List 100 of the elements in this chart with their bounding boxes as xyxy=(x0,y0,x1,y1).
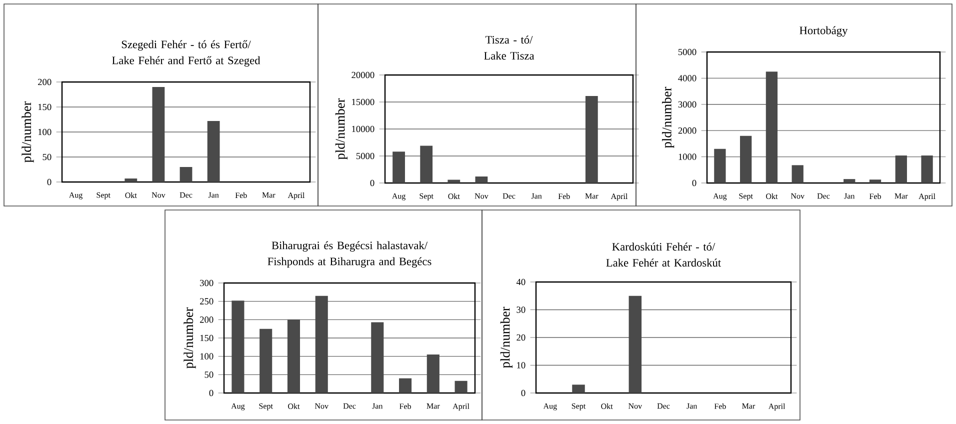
bar xyxy=(124,178,138,182)
y-tick-label: 1000 xyxy=(678,154,696,160)
y-tick-label: 300 xyxy=(200,280,214,286)
chart-title: Szegedi Fehér - tó és Fertő/ Lake Fehér and Fertő at Szeged xyxy=(112,40,260,67)
bar xyxy=(869,180,882,183)
y-tick-label: 150 xyxy=(200,334,214,342)
x-tick-label: Feb xyxy=(558,193,570,200)
y-tick-label: 250 xyxy=(200,298,214,304)
x-tick-label: Jan xyxy=(208,192,219,198)
x-tick-label: April xyxy=(918,193,936,201)
x-tick-label: Aug xyxy=(68,192,83,200)
x-tick-label: April xyxy=(610,193,628,201)
bar xyxy=(399,378,412,393)
y-tick-label: 30 xyxy=(516,306,526,313)
x-tick-label: April xyxy=(768,403,786,411)
x-tick-label: Dec xyxy=(180,192,192,198)
bar xyxy=(844,179,856,183)
x-tick-label: Dec xyxy=(502,193,516,199)
bar xyxy=(585,96,598,183)
y-axis-title: pld/number xyxy=(22,101,34,163)
y-tick-label: 2000 xyxy=(678,127,696,134)
y-tick-label: 50 xyxy=(204,372,214,378)
x-tick-label: Feb xyxy=(400,403,411,410)
x-tick-label: Mar xyxy=(585,193,598,199)
y-tick-label: 0 xyxy=(209,390,214,396)
y-tick-label: 150 xyxy=(38,104,52,110)
y-axis-title: pld/number xyxy=(184,307,196,369)
x-tick-label: Dec xyxy=(343,403,356,409)
x-tick-label: Mar xyxy=(262,192,276,198)
y-tick-label: 0 xyxy=(370,180,374,186)
x-tick-label: April xyxy=(452,403,470,411)
y-tick-label: 50 xyxy=(42,154,52,160)
y-tick-label: 5000 xyxy=(356,152,374,160)
x-tick-label: Sept xyxy=(572,403,586,410)
chart-title: Hortobágy xyxy=(800,26,848,37)
x-tick-label: Sept xyxy=(739,193,753,200)
y-tick-label: 100 xyxy=(38,128,52,136)
x-tick-label: Aug xyxy=(231,403,245,410)
y-tick-label: 10 xyxy=(517,362,526,368)
x-tick-label: Okt xyxy=(288,403,300,410)
x-tick-label: Aug xyxy=(543,403,557,410)
bar xyxy=(740,136,752,183)
bar xyxy=(207,120,220,182)
chart-title: Biharugrai és Begécsi halastavak/ Fishponds at Biharugra and Begécs xyxy=(268,241,432,268)
bar xyxy=(454,380,468,393)
bar xyxy=(426,354,440,393)
x-tick-label: April xyxy=(288,192,305,200)
y-tick-label: 200 xyxy=(200,316,214,323)
bar xyxy=(260,328,272,393)
x-tick-label: Sept xyxy=(96,192,110,200)
y-tick-label: 5000 xyxy=(678,48,696,56)
bar xyxy=(448,180,460,183)
x-tick-label: Okt xyxy=(125,192,137,198)
y-tick-label: 100 xyxy=(200,353,214,360)
x-tick-label: Sept xyxy=(259,403,273,410)
chart-title: Tisza - tó/ Lake Tisza xyxy=(484,36,534,60)
x-tick-label: Jan xyxy=(372,403,383,409)
y-tick-label: 15000 xyxy=(352,98,374,106)
y-tick-label: 0 xyxy=(47,178,52,186)
bar xyxy=(420,146,433,183)
bar xyxy=(392,152,405,183)
x-tick-label: Okt xyxy=(601,403,613,410)
x-tick-label: Nov xyxy=(474,193,488,199)
bar xyxy=(287,320,300,393)
y-tick-label: 0 xyxy=(521,390,526,396)
bar xyxy=(792,165,804,183)
x-tick-label: Feb xyxy=(714,403,726,410)
bar xyxy=(371,322,384,393)
bar xyxy=(232,300,244,393)
x-tick-label: Mar xyxy=(742,403,756,409)
x-tick-label: Jan xyxy=(531,193,542,199)
y-tick-label: 4000 xyxy=(678,75,696,82)
y-axis-title: pld/number xyxy=(662,86,674,148)
bar xyxy=(714,148,726,183)
x-tick-label: Dec xyxy=(817,193,830,199)
y-tick-label: 20 xyxy=(516,334,526,341)
x-tick-label: Nov xyxy=(628,403,642,409)
x-tick-label: Aug xyxy=(392,193,406,200)
x-tick-label: Okt xyxy=(766,193,778,200)
y-tick-label: 3000 xyxy=(678,101,696,108)
y-tick-label: 200 xyxy=(38,78,52,86)
x-tick-label: Nov xyxy=(152,192,166,198)
x-tick-label: Nov xyxy=(314,403,329,409)
x-tick-label: Sept xyxy=(420,193,434,200)
y-axis-title: pld/number xyxy=(500,306,512,368)
x-tick-label: Aug xyxy=(713,193,727,200)
x-tick-label: Feb xyxy=(869,193,881,200)
bar xyxy=(180,166,192,182)
y-tick-label: 40 xyxy=(516,278,526,286)
bar xyxy=(895,155,907,183)
x-tick-label: Jan xyxy=(844,193,855,199)
bar xyxy=(921,155,933,183)
x-tick-label: Mar xyxy=(894,193,908,199)
chart-title: Kardoskúti Fehér - tó/ Lake Fehér at Kardoskút xyxy=(606,242,722,267)
x-tick-label: Mar xyxy=(426,403,440,409)
bar xyxy=(475,176,488,183)
y-axis-title: pld/number xyxy=(335,98,348,160)
bar xyxy=(152,86,165,182)
x-tick-label: Jan xyxy=(686,403,698,409)
bar xyxy=(766,72,778,183)
